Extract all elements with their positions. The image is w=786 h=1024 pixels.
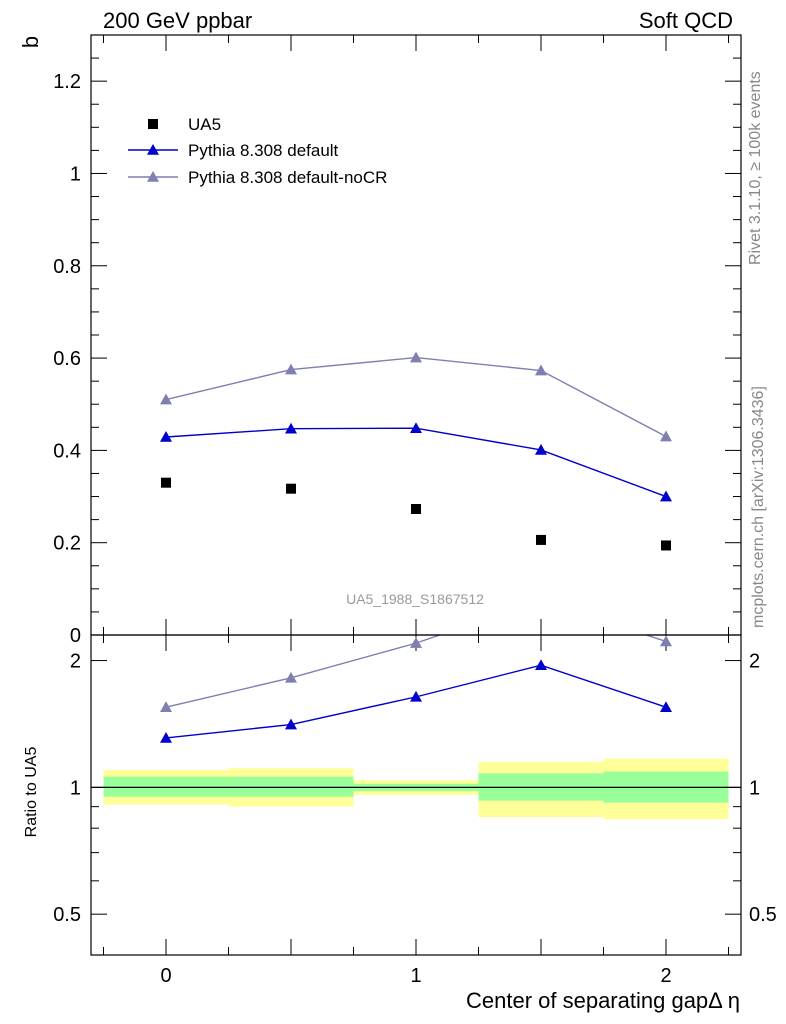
ratio-uncertainty-bands xyxy=(91,758,741,820)
ratio-point-default-nocr xyxy=(285,671,297,683)
ratio-y-axis-label: Ratio to UA5 xyxy=(23,747,40,838)
ratio-axis-ticks: 0 1 2 0.5 0.5 1 1 2 2 xyxy=(53,635,777,987)
header-right: Soft QCD xyxy=(639,8,733,33)
x-tick-label: 2 xyxy=(660,965,671,987)
x-tick-label: 1 xyxy=(410,965,421,987)
legend-label: Pythia 8.308 default-noCR xyxy=(188,168,387,187)
legend-marker xyxy=(147,171,159,182)
ratio-point-default-nocr xyxy=(410,637,422,648)
band-inner xyxy=(228,776,354,797)
ratio-y-tick-label: 1 xyxy=(70,777,81,799)
ratio-point-default xyxy=(285,718,297,730)
data-point-default-nocr xyxy=(535,364,547,376)
data-point-ua5 xyxy=(661,540,671,551)
ratio-point-default-nocr xyxy=(660,635,672,647)
ratio-plot-series xyxy=(160,594,672,743)
data-point-ua5 xyxy=(161,477,171,488)
main-y-tick-label: 0.8 xyxy=(53,256,81,278)
data-point-default-nocr xyxy=(660,430,672,442)
data-point-default xyxy=(660,490,672,502)
data-point-default xyxy=(535,443,547,455)
data-point-default xyxy=(160,431,172,442)
rivet-version-label: Rivet 3.1.10, ≥ 100k events xyxy=(747,71,764,265)
legend-marker xyxy=(147,144,159,155)
ratio-point-default xyxy=(535,659,547,670)
ratio-y-tick-label-right: 2 xyxy=(749,651,760,673)
main-y-tick-label: 0 xyxy=(70,625,81,647)
ratio-y-tick-label: 2 xyxy=(70,651,81,673)
legend: UA5 Pythia 8.308 default Pythia 8.308 defa… xyxy=(128,115,387,187)
ratio-plot-frame xyxy=(90,634,742,956)
legend-label: UA5 xyxy=(188,115,221,134)
ratio-point-default xyxy=(660,701,672,712)
main-plot-series xyxy=(160,351,672,551)
data-point-default xyxy=(410,422,422,434)
main-y-axis-label: b xyxy=(18,36,43,48)
legend-label: Pythia 8.308 default xyxy=(188,141,339,160)
header-left: 200 GeV ppbar xyxy=(103,8,252,33)
main-y-tick-label: 1.2 xyxy=(53,71,81,93)
ratio-point-default xyxy=(410,690,422,702)
x-tick-label: 0 xyxy=(160,965,171,987)
data-point-default-nocr xyxy=(160,393,172,405)
ratio-point-default-nocr xyxy=(535,594,547,605)
band-inner xyxy=(103,776,229,797)
data-point-ua5 xyxy=(286,483,296,494)
data-point-ua5 xyxy=(411,504,421,514)
legend-marker-ua5 xyxy=(148,119,158,129)
main-y-tick-label: 1 xyxy=(70,163,81,185)
data-point-default-nocr xyxy=(410,351,422,363)
ratio-point-default xyxy=(160,731,172,743)
data-point-default-nocr xyxy=(285,363,297,375)
main-y-tick-label: 0.6 xyxy=(53,348,81,370)
main-y-tick-label: 0.2 xyxy=(53,533,81,555)
main-y-tick-label: 0.4 xyxy=(53,440,81,462)
ratio-y-tick-label: 0.5 xyxy=(53,904,81,926)
ratio-y-tick-label-right: 1 xyxy=(749,777,760,799)
data-point-ua5 xyxy=(536,534,546,545)
mcplots-reference-label: mcplots.cern.ch [arXiv:1306.3436] xyxy=(750,386,767,628)
ratio-point-default-nocr xyxy=(160,701,172,712)
series-line-default xyxy=(165,427,667,498)
x-axis-label: Center of separating gapΔ η xyxy=(466,988,740,1013)
analysis-watermark: UA5_1988_S1867512 xyxy=(346,591,484,607)
data-point-default xyxy=(285,422,297,434)
ratio-y-tick-label-right: 0.5 xyxy=(749,904,777,926)
